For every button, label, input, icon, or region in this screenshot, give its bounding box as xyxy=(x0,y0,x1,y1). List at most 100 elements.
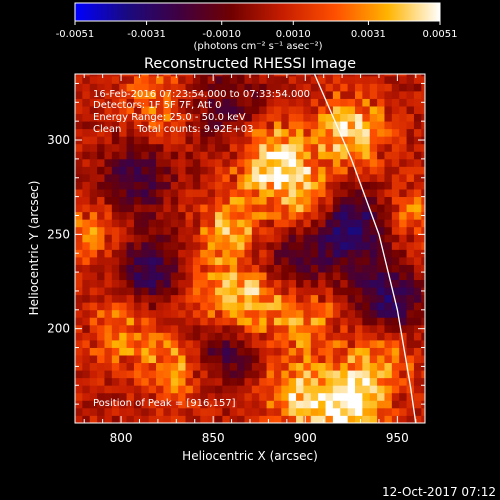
heatmap-cell xyxy=(215,279,223,288)
heatmap-cell xyxy=(200,339,209,348)
heatmap-cell xyxy=(215,75,223,84)
heatmap-cell xyxy=(406,249,415,258)
heatmap-cell xyxy=(222,415,231,423)
heatmap-cell xyxy=(133,347,142,356)
heatmap-cell xyxy=(325,75,334,84)
heatmap-cell xyxy=(89,347,98,356)
heatmap-cell xyxy=(266,309,275,318)
heatmap-cell xyxy=(251,234,260,243)
x-axis-label: Heliocentric X (arcsec) xyxy=(182,449,318,463)
heatmap-cell xyxy=(273,407,282,416)
heatmap-cell xyxy=(406,121,415,130)
heatmap-cell xyxy=(303,204,312,213)
heatmap-cell xyxy=(133,392,142,401)
heatmap-cell xyxy=(413,83,422,92)
heatmap-cell xyxy=(355,158,363,167)
heatmap-cell xyxy=(296,392,304,401)
heatmap-cell xyxy=(200,302,209,311)
heatmap-cell xyxy=(207,339,216,348)
heatmap-cell xyxy=(126,75,135,84)
heatmap-cell xyxy=(251,143,260,152)
heatmap-cell xyxy=(266,392,275,401)
heatmap-cell xyxy=(126,324,135,333)
heatmap-cell xyxy=(185,256,194,265)
heatmap-cell xyxy=(391,347,400,356)
heatmap-cell xyxy=(89,83,98,92)
heatmap-cell xyxy=(325,113,334,122)
heatmap-cell xyxy=(413,151,422,160)
heatmap-cell xyxy=(156,219,164,228)
heatmap-cell xyxy=(126,234,135,243)
heatmap-cell xyxy=(347,75,356,84)
heatmap-cell xyxy=(178,385,186,394)
heatmap-cell xyxy=(325,158,334,167)
heatmap-cell xyxy=(421,113,425,122)
heatmap-cell xyxy=(355,377,363,386)
heatmap-cell xyxy=(163,121,172,130)
heatmap-cell xyxy=(82,332,91,341)
heatmap-cell xyxy=(296,181,304,190)
heatmap-cell xyxy=(362,75,371,84)
heatmap-cell xyxy=(89,362,98,371)
heatmap-cell xyxy=(133,98,142,107)
heatmap-cell xyxy=(281,362,290,371)
heatmap-cell xyxy=(318,287,326,296)
heatmap-cell xyxy=(104,173,113,182)
heatmap-cell xyxy=(310,204,319,213)
colorbar-tick-label: 0.0031 xyxy=(351,29,386,40)
heatmap-cell xyxy=(148,294,157,303)
heatmap-cell xyxy=(75,347,83,356)
heatmap-cell xyxy=(377,90,385,99)
heatmap-cell xyxy=(89,98,98,107)
heatmap-cell xyxy=(170,98,179,107)
heatmap-cell xyxy=(421,204,425,213)
heatmap-cell xyxy=(192,400,201,409)
heatmap-cell xyxy=(133,90,142,99)
heatmap-cell xyxy=(82,98,91,107)
heatmap-cell xyxy=(362,143,371,152)
heatmap-cell xyxy=(156,121,164,130)
heatmap-cell xyxy=(325,74,334,77)
heatmap-cell xyxy=(89,143,98,152)
heatmap-cell xyxy=(391,279,400,288)
heatmap-cell xyxy=(384,294,393,303)
heatmap-cell xyxy=(296,196,304,205)
heatmap-cell xyxy=(133,332,142,341)
heatmap-cell xyxy=(126,166,135,175)
heatmap-cell xyxy=(126,415,135,423)
heatmap-cell xyxy=(377,347,385,356)
heatmap-cell xyxy=(303,75,312,84)
heatmap-cell xyxy=(318,309,326,318)
heatmap-cell xyxy=(148,385,157,394)
heatmap-cell xyxy=(259,151,267,160)
heatmap-cell xyxy=(362,415,371,423)
heatmap-cell xyxy=(266,256,275,265)
heatmap-cell xyxy=(406,151,415,160)
heatmap-cell xyxy=(303,143,312,152)
heatmap-cell xyxy=(215,400,223,409)
heatmap-cell xyxy=(362,309,371,318)
heatmap-cell xyxy=(347,128,356,137)
heatmap-cell xyxy=(200,332,209,341)
heatmap-cell xyxy=(170,241,179,250)
heatmap-cell xyxy=(340,166,349,175)
heatmap-cell xyxy=(104,75,113,84)
heatmap-cell xyxy=(141,219,150,228)
heatmap-cell xyxy=(391,226,400,235)
heatmap-cell xyxy=(244,113,253,122)
heatmap-cell xyxy=(406,143,415,152)
heatmap-cell xyxy=(288,83,297,92)
heatmap-cell xyxy=(391,400,400,409)
heatmap-cell xyxy=(119,407,127,416)
heatmap-cell xyxy=(111,332,120,341)
heatmap-cell xyxy=(259,249,267,258)
heatmap-cell xyxy=(82,106,91,115)
heatmap-cell xyxy=(156,362,164,371)
heatmap-cell xyxy=(406,226,415,235)
heatmap-cell xyxy=(104,234,113,243)
heatmap-cell xyxy=(288,128,297,137)
heatmap-cell xyxy=(318,121,326,130)
heatmap-cell xyxy=(244,317,253,326)
heatmap-cell xyxy=(222,75,231,84)
